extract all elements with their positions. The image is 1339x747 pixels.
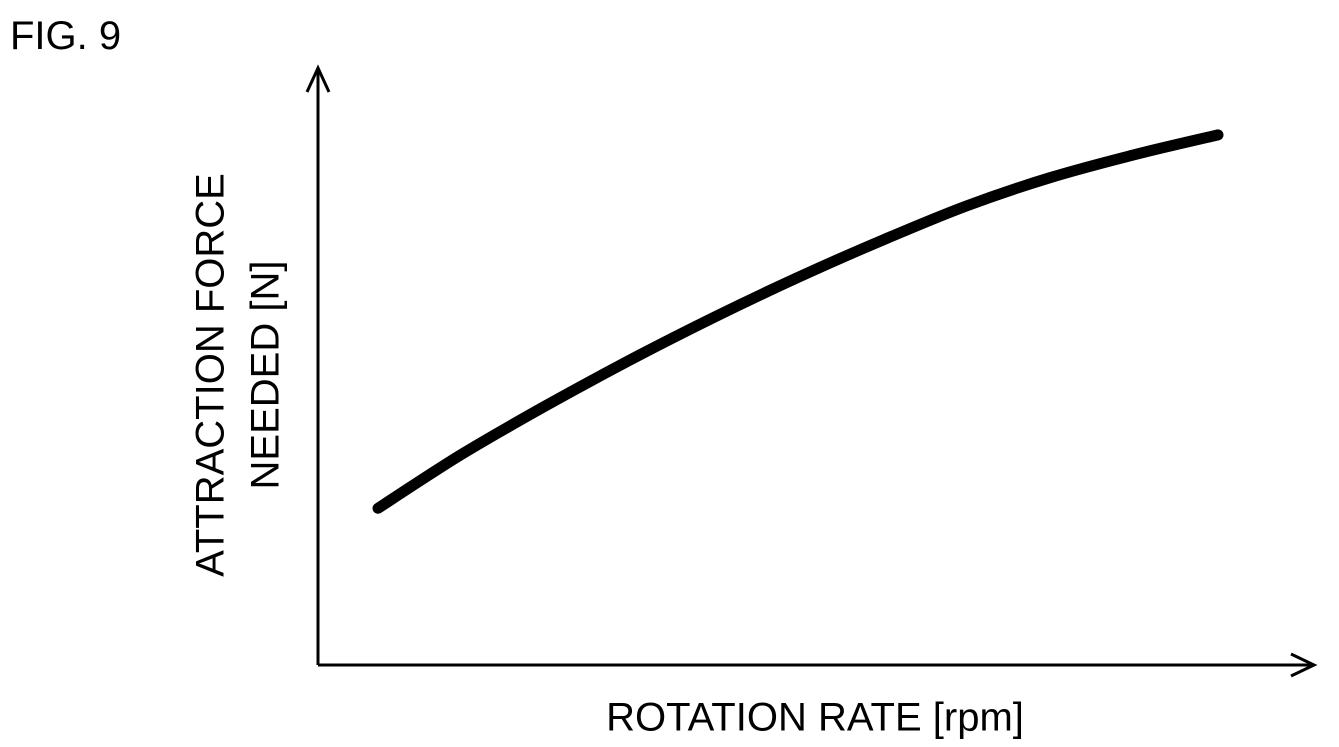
y-axis-label-line-1: ATTRACTION FORCE [189, 173, 233, 577]
y-axis-arrowhead [305, 64, 331, 93]
x-axis-label: ROTATION RATE [rpm] [606, 696, 1024, 740]
figure-label: FIG. 9 [10, 14, 122, 58]
x-axis-arrowhead [1290, 652, 1318, 678]
axes [305, 64, 1318, 678]
series-line-0 [372, 129, 1224, 514]
series-layer [372, 129, 1224, 514]
y-axis-label-line-2: NEEDED [N] [244, 261, 288, 490]
